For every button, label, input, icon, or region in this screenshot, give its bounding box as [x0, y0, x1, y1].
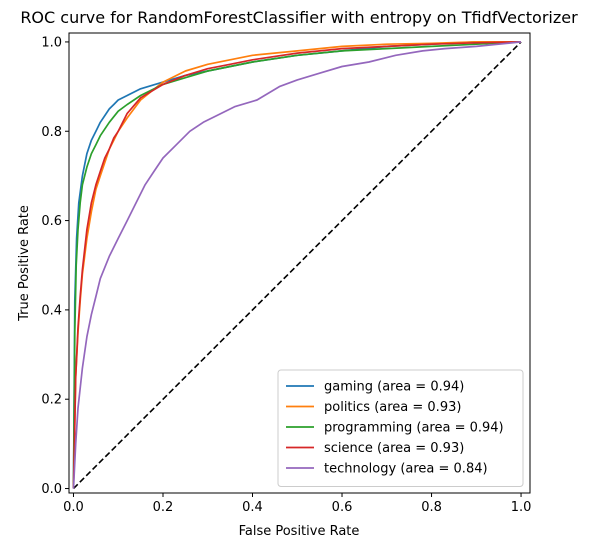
chart-title: ROC curve for RandomForestClassifier wit… [20, 8, 578, 27]
legend-entry-1: politics (area = 0.93) [324, 400, 461, 415]
x-tick-label: 0.4 [242, 500, 263, 515]
y-tick-label: 1.0 [41, 35, 62, 50]
y-tick-label: 0.2 [41, 393, 62, 408]
legend: gaming (area = 0.94) politics (area = 0.9… [277, 369, 524, 487]
y-axis-label: True Positive Rate [17, 205, 32, 322]
series-line-3 [72, 41, 522, 489]
chance-diagonal-line [72, 41, 522, 490]
x-tick-label: 0.8 [421, 500, 442, 515]
legend-entry-3: science (area = 0.93) [324, 441, 464, 456]
x-tick-label: 0.2 [153, 500, 174, 515]
legend-box [277, 369, 524, 487]
series-line-2 [72, 41, 522, 489]
legend-entry-4: technology (area = 0.84) [324, 462, 488, 477]
plot-area [72, 41, 522, 490]
y-tick-label: 0.0 [41, 482, 62, 497]
x-tick-label: 1.0 [511, 500, 532, 515]
y-tick-label: 0.6 [41, 214, 62, 229]
plot-frame [68, 32, 531, 494]
x-tick-label: 0.6 [332, 500, 353, 515]
legend-entry-2: programming (area = 0.94) [324, 421, 504, 436]
y-tick-label: 0.8 [41, 125, 62, 140]
x-tick-label: 0.0 [63, 500, 84, 515]
series-line-4 [72, 41, 522, 489]
axis-ticks: 0.0 0.2 0.4 0.6 0.8 1.0 0.0 0.2 0.4 0.6 0.8 1.0 [41, 35, 531, 515]
y-tick-label: 0.4 [41, 303, 62, 318]
x-axis-label: False Positive Rate [239, 524, 360, 539]
legend-entry-0: gaming (area = 0.94) [324, 380, 464, 395]
